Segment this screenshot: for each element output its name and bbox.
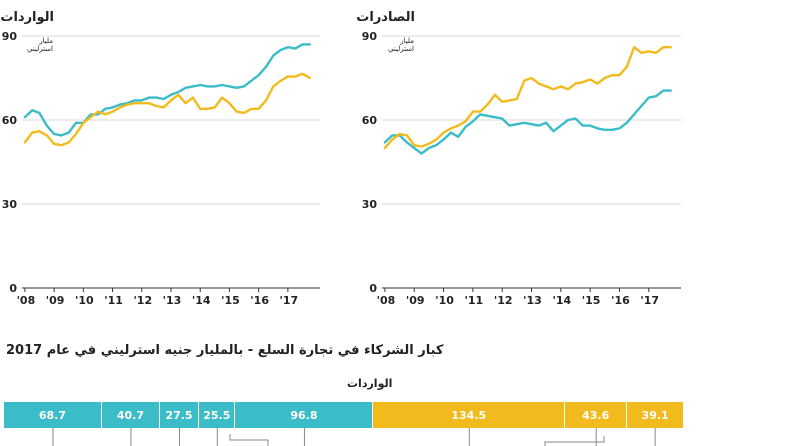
unit-label-line2: استرليني [388, 45, 414, 53]
series-line-2 [23, 72, 311, 147]
bar-segment: 96.8 [235, 402, 374, 428]
bar-segment: 43.6 [565, 402, 628, 428]
x-tick-label: '17 [280, 294, 299, 307]
x-tick-label: '16 [611, 294, 630, 307]
partners-bar: 68.7 40.7 27.5 25.5 96.8 134.5 43.6 39.1 [4, 402, 683, 428]
y-tick-label: 30 [2, 198, 18, 211]
partners-title: كبار الشركاء في تجارة السلع - بالمليار ج… [6, 343, 444, 358]
y-tick-label: 0 [9, 282, 17, 295]
x-tick-label: '10 [435, 294, 454, 307]
bar-segment: 25.5 [199, 402, 236, 428]
bar-segment: 27.5 [159, 402, 200, 428]
chart-title: الواردات [0, 10, 54, 25]
bar-segment: 39.1 [627, 402, 683, 428]
bar-caption: الواردات [347, 377, 393, 390]
y-tick-label: 60 [362, 114, 378, 127]
bar-segment: 40.7 [101, 402, 160, 428]
x-tick-label: '08 [17, 294, 36, 307]
line-charts: الوارداتملياراسترليني0306090'08'09'10'11… [0, 10, 681, 307]
x-tick-label: '08 [377, 294, 396, 307]
leader-lines [52, 428, 656, 446]
x-tick-label: '16 [250, 294, 269, 307]
bar-segment: 68.7 [4, 402, 102, 428]
unit-label-line1: مليار [399, 37, 414, 45]
x-tick-label: '14 [192, 294, 211, 307]
leader-elbow [544, 436, 605, 446]
unit-label-line1: مليار [38, 37, 53, 45]
x-tick-label: '11 [104, 294, 123, 307]
bar-segment: 134.5 [373, 402, 566, 428]
x-tick-label: '17 [640, 294, 659, 307]
x-tick-label: '12 [494, 294, 513, 307]
y-tick-label: 0 [369, 282, 377, 295]
unit-label-line2: استرليني [27, 45, 53, 53]
y-tick-label: 60 [2, 114, 18, 127]
leader-elbow [229, 434, 269, 446]
x-tick-label: '10 [75, 294, 94, 307]
x-tick-label: '15 [221, 294, 240, 307]
series-line-2 [383, 46, 672, 150]
x-tick-label: '11 [465, 294, 484, 307]
chart-title: الصادرات [356, 10, 415, 25]
y-tick-label: 90 [362, 30, 378, 43]
x-tick-label: '09 [406, 294, 425, 307]
y-tick-label: 30 [362, 198, 378, 211]
x-tick-label: '09 [46, 294, 65, 307]
x-tick-label: '13 [523, 294, 542, 307]
x-tick-label: '12 [133, 294, 152, 307]
series-line-1 [23, 43, 311, 137]
x-tick-label: '13 [163, 294, 182, 307]
y-tick-label: 90 [2, 30, 18, 43]
series-line-1 [383, 89, 672, 155]
x-tick-label: '14 [552, 294, 571, 307]
x-tick-label: '15 [582, 294, 601, 307]
